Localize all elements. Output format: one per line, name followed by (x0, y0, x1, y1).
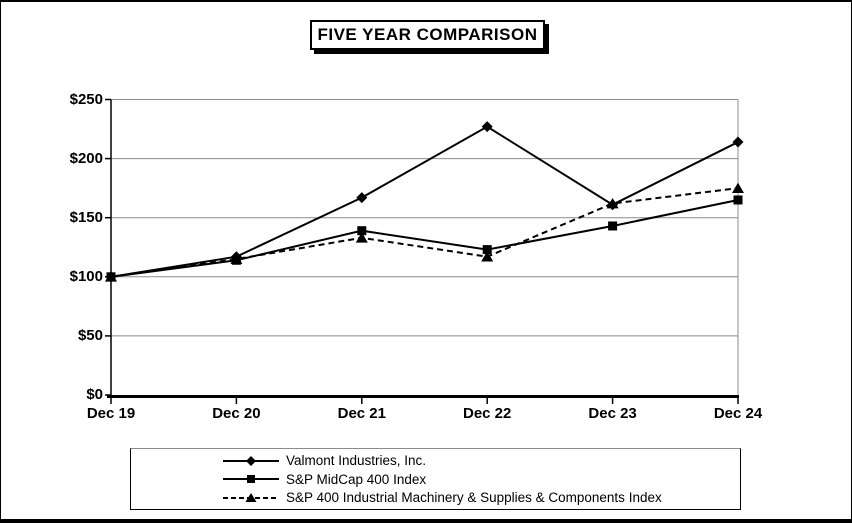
square-line-icon (223, 475, 279, 483)
series-line (110, 187, 739, 278)
triangle-marker (355, 232, 368, 243)
diamond-marker (356, 192, 368, 204)
legend-item-sp-midcap: S&P MidCap 400 Index (223, 470, 740, 488)
triangle-marker (105, 271, 117, 282)
triangle-dashed-line-icon (223, 492, 279, 502)
triangle-marker (606, 198, 619, 209)
square-marker (482, 245, 492, 255)
legend-label: S&P MidCap 400 Index (286, 471, 427, 487)
square-marker (357, 226, 367, 236)
chart-title: FIVE YEAR COMPARISON (317, 25, 538, 44)
chart-title-box: FIVE YEAR COMPARISON (310, 20, 545, 50)
y-tick-label: $200 (69, 149, 103, 167)
triangle-marker (732, 182, 744, 193)
y-tick-label: $250 (69, 90, 103, 108)
x-tick-label: Dec 20 (212, 405, 261, 422)
legend-label: S&P 400 Industrial Machinery & Supplies … (286, 490, 662, 505)
triangle-marker (481, 251, 494, 262)
x-tick-label: Dec 19 (86, 405, 136, 422)
chart-legend: Valmont Industries, Inc. S&P MidCap 400 … (130, 448, 741, 510)
x-tick-label: Dec 23 (588, 405, 637, 422)
diamond-line-icon (223, 455, 279, 466)
x-tick-label: Dec 21 (337, 405, 386, 422)
series-line (110, 198, 739, 278)
square-marker (733, 195, 743, 205)
triangle-marker (230, 253, 243, 264)
series-line (110, 125, 739, 278)
x-tick-label: Dec 24 (713, 405, 763, 422)
y-tick-label: $0 (86, 386, 103, 403)
square-marker (608, 221, 618, 231)
legend-label: Valmont Industries, Inc. (286, 453, 427, 468)
diamond-marker (732, 136, 744, 148)
y-tick-label: $100 (69, 267, 103, 285)
x-tick-label: Dec 22 (463, 405, 512, 422)
legend-item-valmont: Valmont Industries, Inc. (223, 452, 740, 470)
diamond-marker (481, 121, 493, 133)
y-tick-label: $150 (69, 208, 103, 226)
y-tick-label: $50 (77, 326, 103, 344)
legend-item-sp-industrial: S&P 400 Industrial Machinery & Supplies … (223, 489, 740, 507)
